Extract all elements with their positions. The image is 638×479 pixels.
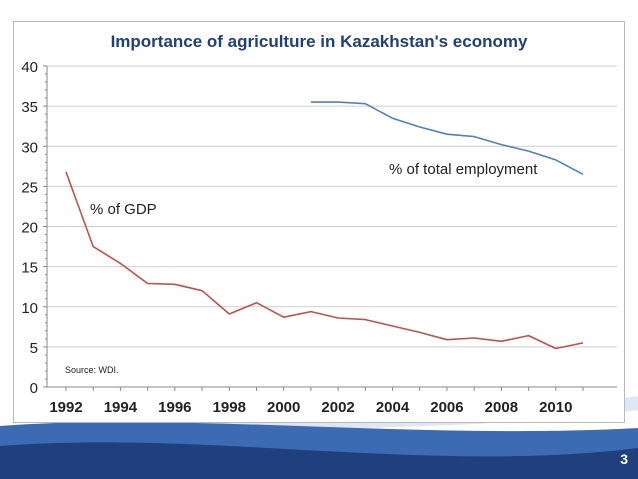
series-label-gdp: % of GDP (90, 201, 157, 218)
series-label-employment: % of total employment (389, 161, 538, 178)
x-tick-label: 2000 (267, 399, 300, 416)
slide-number: 3 (620, 451, 628, 467)
x-tick-label: 2006 (430, 399, 463, 416)
chart-title: Importance of agriculture in Kazakhstan'… (111, 32, 528, 51)
y-tick-label: 10 (21, 300, 38, 317)
y-tick-label: 40 (21, 59, 38, 76)
y-tick-label: 35 (21, 99, 38, 116)
x-tick-label: 1998 (213, 399, 246, 416)
series (65, 101, 584, 350)
source-note: Source: WDI. (65, 365, 119, 375)
y-tick-label: 15 (21, 260, 38, 277)
y-tick-label: 25 (21, 179, 38, 196)
x-tick-label: 2004 (376, 399, 410, 416)
x-tick-label: 1992 (49, 399, 82, 416)
chart-frame (13, 21, 625, 423)
y-tick-label: 5 (30, 340, 38, 357)
series-line-gdp (65, 171, 584, 350)
series-line-employment (310, 101, 584, 176)
y-tick-label: 30 (21, 139, 38, 156)
axes: 0 5 10 15 20 25 30 35 40 1992 1994 1996 1998 2000 2002… (21, 59, 617, 416)
x-tick-label: 1994 (104, 399, 138, 416)
x-tick-label: 2008 (485, 399, 518, 416)
y-tick-label: 0 (30, 380, 38, 397)
x-tick-label: 2002 (321, 399, 354, 416)
x-tick-label: 2010 (539, 399, 572, 416)
footer-wave-dark (0, 442, 638, 479)
gridlines (47, 65, 617, 348)
x-tick-label: 1996 (158, 399, 191, 416)
y-tick-label: 20 (21, 220, 38, 237)
